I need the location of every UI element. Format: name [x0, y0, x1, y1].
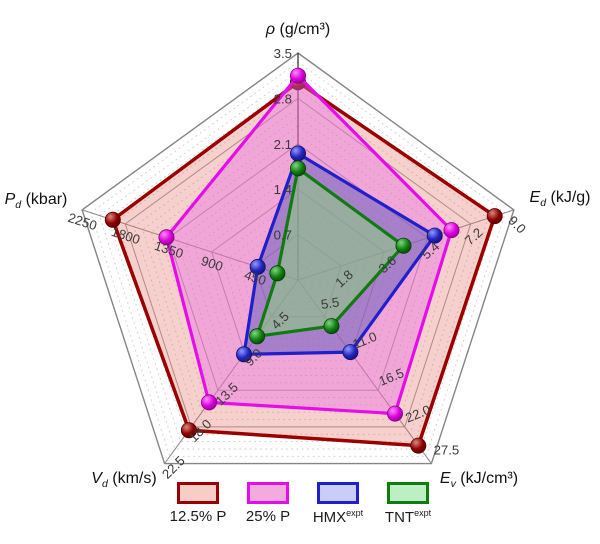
legend-label-superscript: expt — [414, 508, 432, 518]
axis-title-symbol: P — [4, 190, 16, 208]
axis-title-symbol: V — [91, 469, 102, 487]
tick-label-rho-0.7: 0.7 — [274, 228, 292, 243]
axis-title-unit: (kJ/g) — [550, 188, 591, 206]
minor-grid-ring — [228, 206, 368, 340]
data-marker-tnt-Ev — [323, 318, 340, 335]
data-marker-hmx-Vd — [235, 346, 252, 363]
minor-grid-ring — [202, 179, 394, 362]
axis-title-symbol: E — [529, 188, 541, 206]
axis-title-symbol: E — [439, 469, 451, 487]
data-marker-hmx-Ed — [426, 227, 443, 244]
data-marker-hmx-rho — [289, 145, 306, 162]
axis-title-unit: (g/cm³) — [279, 21, 331, 38]
tick-label-Pd-450: 450 — [242, 267, 268, 288]
minor-grid-ring — [107, 79, 489, 443]
legend-entry-hmx: HMXexpt — [307, 482, 369, 526]
legend-entry-25-p: 25% P — [237, 482, 299, 526]
axis-title-rho: ρ (g/cm³) — [266, 21, 330, 39]
data-marker-25-p-Pd — [158, 229, 175, 246]
tick-label-Ev-27.5: 27.5 — [434, 443, 460, 458]
legend-label-tnt: TNTexpt — [384, 508, 432, 526]
data-marker-tnt-rho — [289, 160, 306, 177]
data-marker-tnt-Pd — [269, 265, 286, 282]
legend-entry-12-5-p: 12.5% P — [167, 482, 229, 526]
data-marker-25-p-Ed — [443, 222, 460, 239]
legend-swatch-25-p — [247, 482, 289, 504]
tick-label-Ev-5.5: 5.5 — [320, 295, 340, 312]
minor-grid-ring — [219, 197, 377, 347]
legend-entry-tnt: TNTexpt — [377, 482, 439, 526]
axis-title-sub: d — [540, 197, 547, 210]
tick-label-rho-2.8: 2.8 — [274, 91, 292, 106]
series-polygon-tnt — [255, 166, 406, 338]
data-marker-12-5-p-Ev — [410, 437, 427, 454]
legend-label-hmx: HMXexpt — [312, 508, 364, 526]
data-marker-25-p-rho — [289, 67, 306, 84]
data-marker-tnt-Vd — [249, 328, 266, 345]
legend-label-12-5-p: 12.5% P — [169, 508, 227, 525]
minor-grid-ring — [90, 61, 506, 457]
tick-label-Pd-900: 900 — [199, 253, 225, 274]
minor-grid-ring — [159, 134, 437, 398]
major-grid-ring — [167, 143, 429, 391]
axis-title-unit: (km/s) — [112, 469, 157, 487]
data-marker-12-5-p-Pd — [104, 211, 121, 228]
data-marker-25-p-Vd — [200, 394, 217, 411]
data-marker-tnt-Ed — [395, 237, 412, 254]
legend-label-superscript: expt — [346, 508, 364, 518]
data-marker-hmx-Ev — [342, 344, 359, 361]
axis-title-Pd: Pd (kbar) — [5, 191, 68, 211]
legend-swatch-tnt — [387, 482, 429, 504]
major-grid-ring — [124, 97, 472, 428]
minor-grid-ring — [262, 243, 334, 310]
axis-title-unit: (kbar) — [25, 190, 68, 208]
minor-grid-ring — [150, 125, 446, 406]
axis-title-Ed: Ed (kJ/g) — [530, 189, 591, 209]
axis-title-sub: v — [450, 478, 456, 491]
axis-title-sub: d — [15, 199, 22, 212]
minor-grid-ring — [185, 161, 411, 376]
chart-legend: 12.5% P 25% P HMXexpt TNTexpt — [167, 482, 439, 526]
data-marker-12-5-p-Ed — [486, 208, 503, 225]
tick-label-rho-2.1: 2.1 — [274, 137, 292, 152]
data-marker-25-p-Ev — [386, 405, 403, 422]
legend-label-25-p: 25% P — [245, 508, 291, 525]
axis-title-symbol: ρ — [265, 21, 276, 38]
axis-title-sub: d — [101, 478, 108, 491]
axis-title-Ev: Ev (kJ/cm³) — [440, 470, 518, 490]
data-marker-12-5-p-Vd — [180, 422, 197, 439]
data-marker-hmx-Pd — [249, 258, 266, 275]
minor-grid-ring — [98, 70, 498, 450]
axis-title-unit: (kJ/cm³) — [460, 469, 519, 487]
tick-label-rho-1.4: 1.4 — [274, 182, 292, 197]
tick-label-rho-3.5: 3.5 — [274, 46, 292, 61]
legend-swatch-12-5-p — [177, 482, 219, 504]
axis-title-Vd: Vd (km/s) — [91, 470, 156, 490]
legend-swatch-hmx — [317, 482, 359, 504]
